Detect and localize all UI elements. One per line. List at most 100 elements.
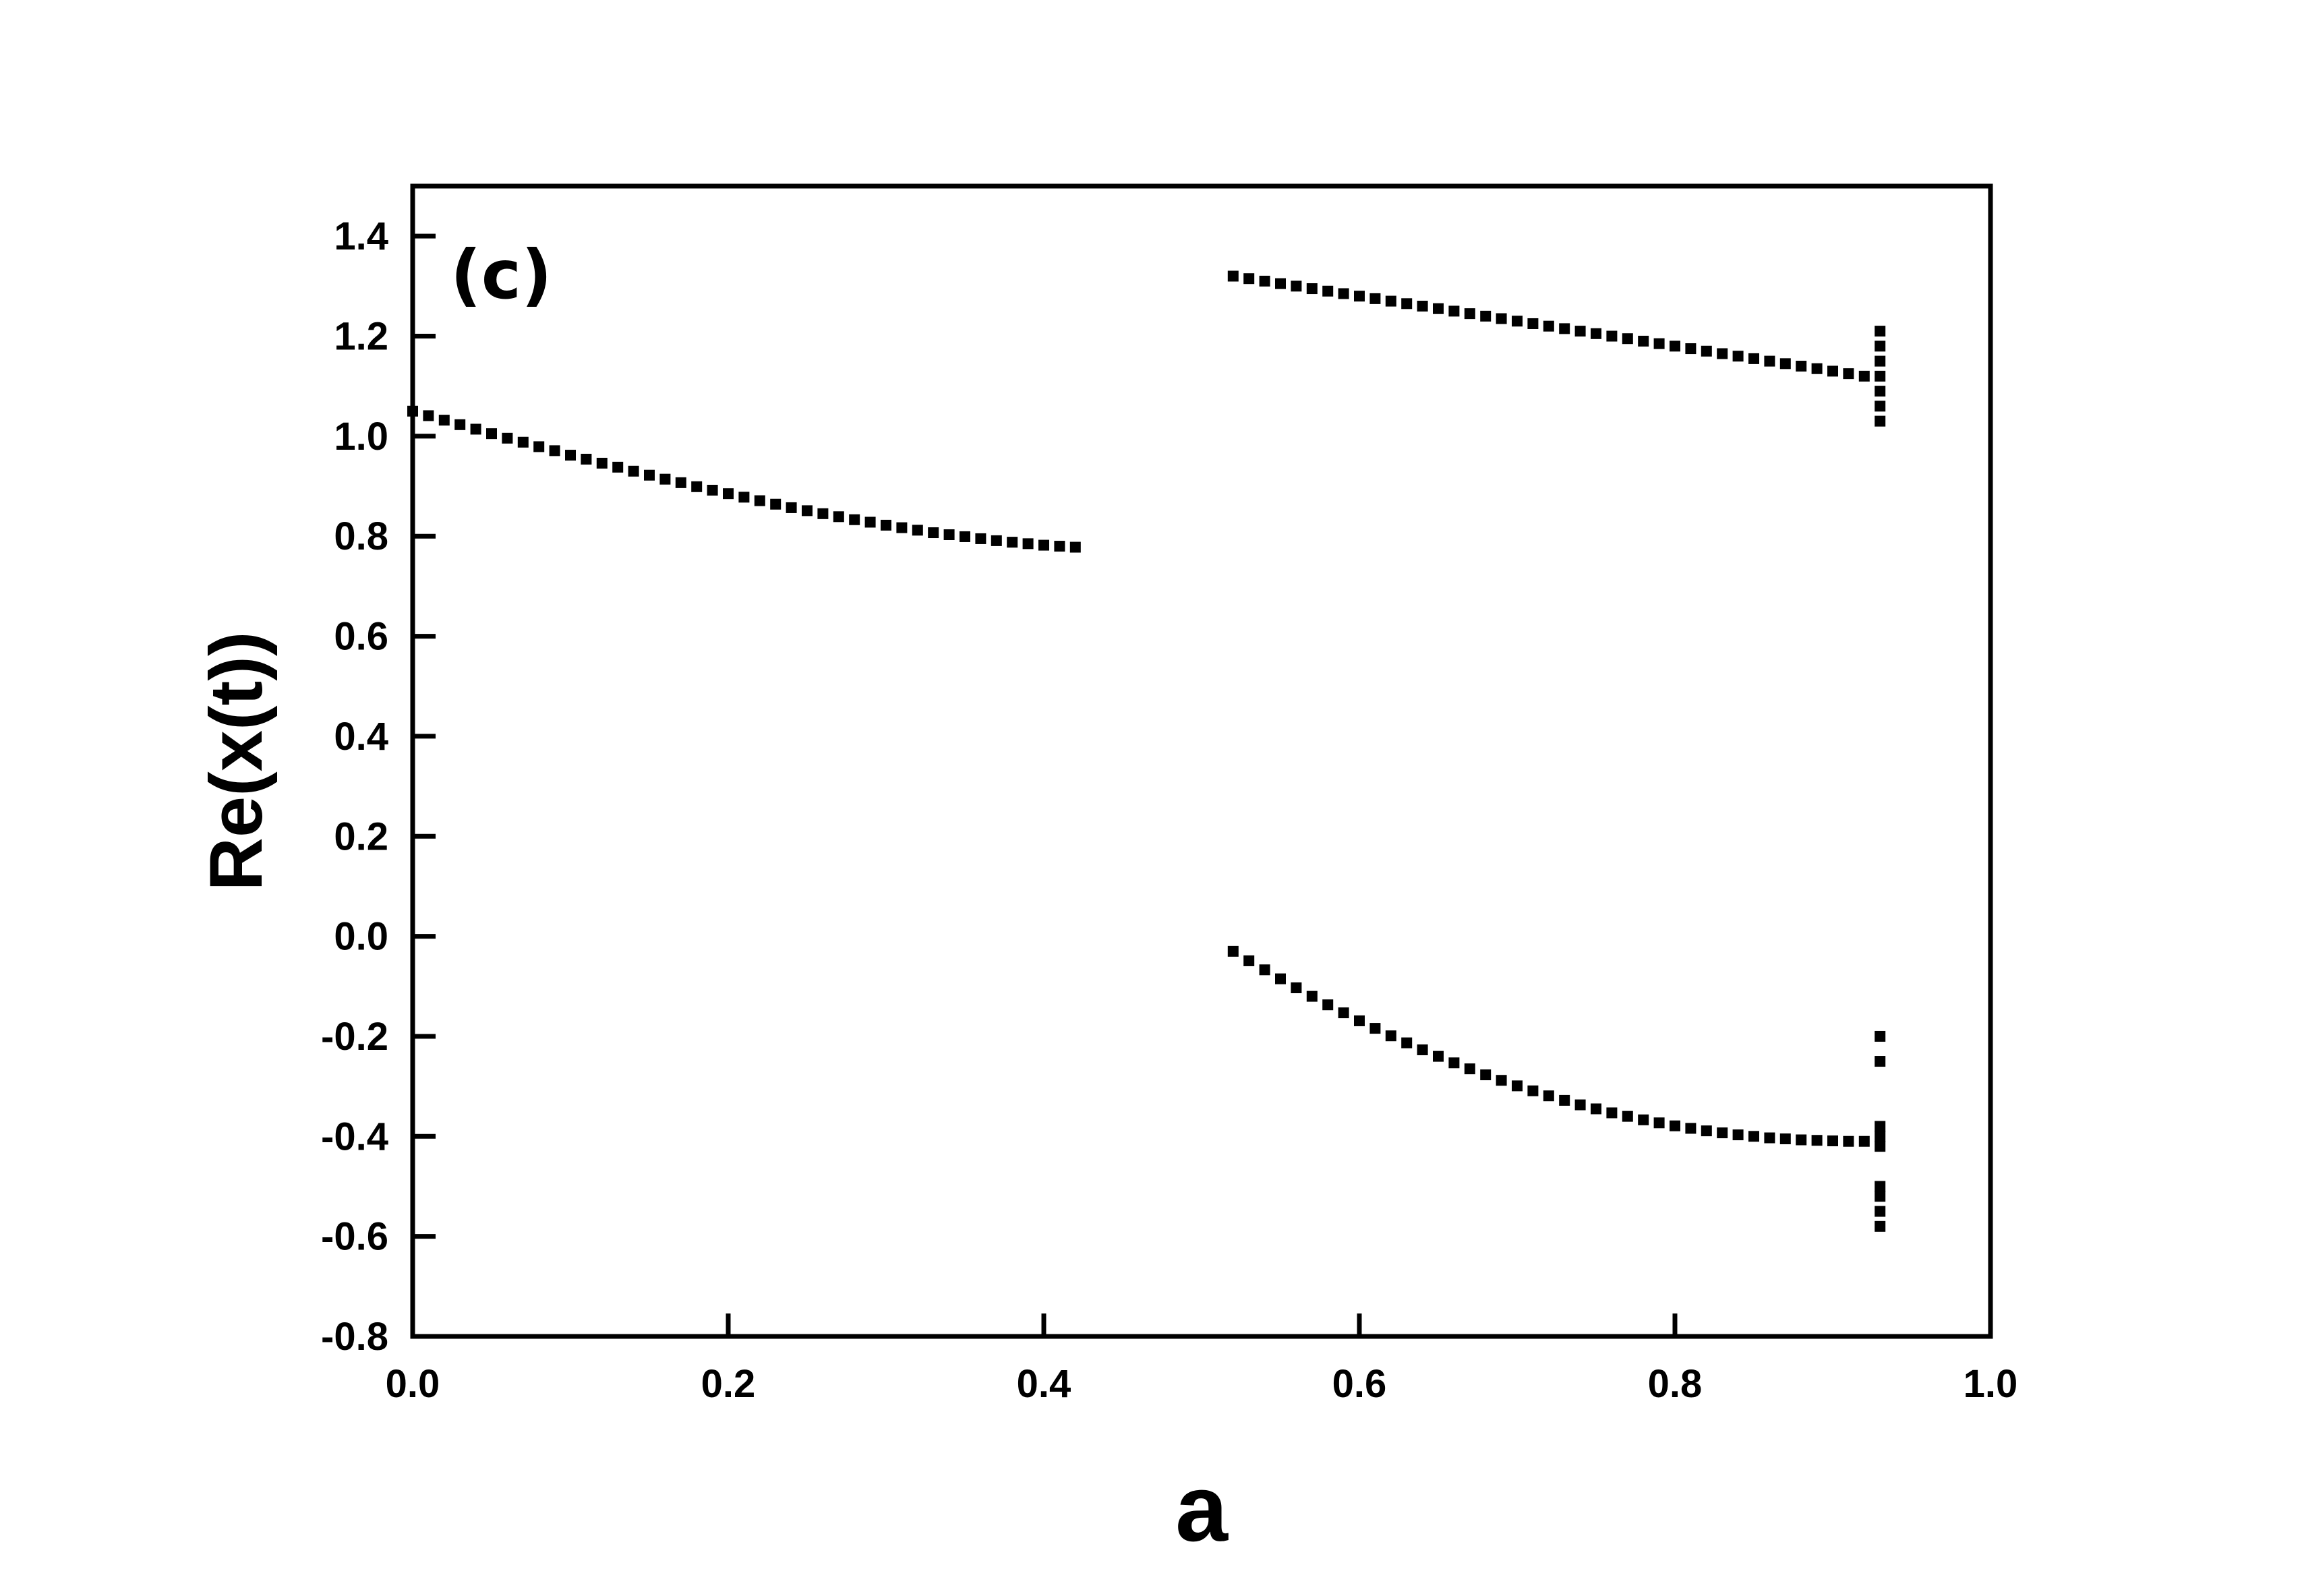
data-point <box>565 450 576 461</box>
data-point <box>1559 323 1570 334</box>
data-point <box>1875 1056 1886 1067</box>
data-point <box>1875 1181 1886 1192</box>
data-point <box>1875 415 1886 427</box>
data-point <box>1512 316 1523 327</box>
data-point <box>1007 537 1018 548</box>
data-point <box>1369 293 1381 304</box>
data-point <box>738 492 750 503</box>
data-point <box>1811 363 1823 374</box>
data-point <box>1875 341 1886 352</box>
data-point <box>691 481 703 492</box>
data-point <box>991 535 1002 546</box>
data-point <box>975 533 986 544</box>
data-point <box>1464 1063 1475 1075</box>
data-point <box>1875 1141 1886 1152</box>
data-point <box>1227 945 1239 957</box>
data-point <box>1243 955 1255 966</box>
data-point <box>1843 1135 1854 1147</box>
data-point <box>1496 1075 1507 1086</box>
data-point <box>896 522 908 533</box>
data-point <box>1259 275 1270 287</box>
data-point <box>1433 303 1444 314</box>
panel-label: (c) <box>450 235 552 314</box>
data-point <box>1732 351 1744 362</box>
data-point <box>1875 1030 1886 1042</box>
data-point <box>1574 1099 1586 1111</box>
data-point <box>786 502 797 513</box>
data-point <box>1259 964 1270 976</box>
data-point <box>1322 999 1334 1011</box>
data-point <box>1369 1023 1381 1034</box>
data-point <box>1827 365 1838 377</box>
data-point <box>1796 361 1807 372</box>
data-point <box>1875 370 1886 382</box>
data-point <box>1717 348 1728 359</box>
x-tick-label: 0.0 <box>386 1362 440 1406</box>
data-point <box>1480 310 1492 322</box>
data-point <box>1622 333 1633 345</box>
y-tick-label: 1.4 <box>334 214 388 258</box>
data-point <box>659 473 671 485</box>
data-point <box>1591 1103 1601 1115</box>
data-point <box>1685 1123 1697 1134</box>
data-point <box>1354 1015 1365 1026</box>
data-point <box>1275 278 1286 289</box>
data-point <box>1701 1125 1712 1137</box>
data-point <box>1875 1121 1886 1132</box>
data-point <box>1275 973 1286 984</box>
data-point <box>1670 1120 1680 1131</box>
data-point <box>549 445 560 456</box>
y-tick-label: 0.2 <box>334 815 388 858</box>
data-point <box>1401 298 1413 309</box>
data-point <box>1543 320 1554 332</box>
axis-ticks <box>410 233 1993 1339</box>
data-point <box>1291 280 1302 292</box>
data-point <box>1764 1132 1775 1144</box>
y-tick-label: -0.4 <box>321 1115 388 1158</box>
data-point <box>817 508 829 519</box>
data-point <box>1875 1191 1886 1202</box>
data-point <box>864 516 876 528</box>
data-point <box>1559 1094 1570 1106</box>
data-point <box>1701 345 1712 357</box>
data-point <box>1858 1135 1870 1147</box>
data-point <box>1796 1134 1807 1146</box>
data-point <box>1748 353 1759 364</box>
axis-tick-labels: 0.0 0.2 0.4 0.6 0.8 1.0 -0.8 -0.6 -0.4 -0.2 0.0 0.2… <box>321 214 2017 1406</box>
data-point <box>1779 1133 1791 1145</box>
data-point <box>438 415 450 426</box>
data-point <box>1717 1127 1728 1139</box>
data-point <box>1291 982 1302 994</box>
x-axis-label: a <box>1175 1455 1229 1561</box>
data-point <box>1843 368 1854 380</box>
data-point <box>1038 539 1049 551</box>
data-point <box>1069 541 1081 553</box>
data-point <box>1243 273 1255 285</box>
data-point <box>1022 538 1034 550</box>
y-tick-label: 1.0 <box>334 415 388 459</box>
data-point <box>1574 326 1586 337</box>
data-point <box>1811 1135 1823 1146</box>
data-point <box>1875 1131 1886 1142</box>
data-point <box>1527 1085 1539 1096</box>
data-point <box>960 531 970 542</box>
data-point <box>486 428 497 440</box>
data-point <box>1875 326 1886 337</box>
data-point <box>1322 285 1334 297</box>
data-point <box>1512 1080 1523 1092</box>
data-point <box>1354 291 1365 302</box>
data-point <box>1748 1131 1759 1142</box>
data-point <box>533 441 545 452</box>
data-point <box>1622 1111 1633 1122</box>
data-point <box>1054 541 1065 552</box>
data-points-layer <box>407 270 1886 1232</box>
data-point <box>1385 295 1396 307</box>
data-point <box>1638 1114 1649 1125</box>
data-point <box>1306 283 1318 295</box>
data-point <box>1606 330 1618 342</box>
data-point <box>1875 386 1886 397</box>
data-point <box>502 432 513 444</box>
x-tick-label: 1.0 <box>1964 1362 2018 1406</box>
data-point <box>1527 318 1539 329</box>
data-point <box>1543 1090 1554 1102</box>
